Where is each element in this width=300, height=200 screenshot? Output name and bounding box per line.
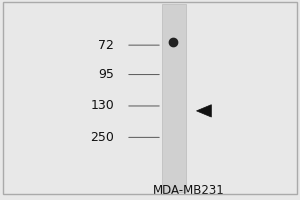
FancyBboxPatch shape	[162, 4, 186, 192]
Text: 130: 130	[90, 99, 114, 112]
Text: 72: 72	[98, 39, 114, 52]
Polygon shape	[196, 105, 211, 117]
Text: 95: 95	[98, 68, 114, 81]
Text: 250: 250	[90, 131, 114, 144]
Text: MDA-MB231: MDA-MB231	[153, 184, 225, 197]
